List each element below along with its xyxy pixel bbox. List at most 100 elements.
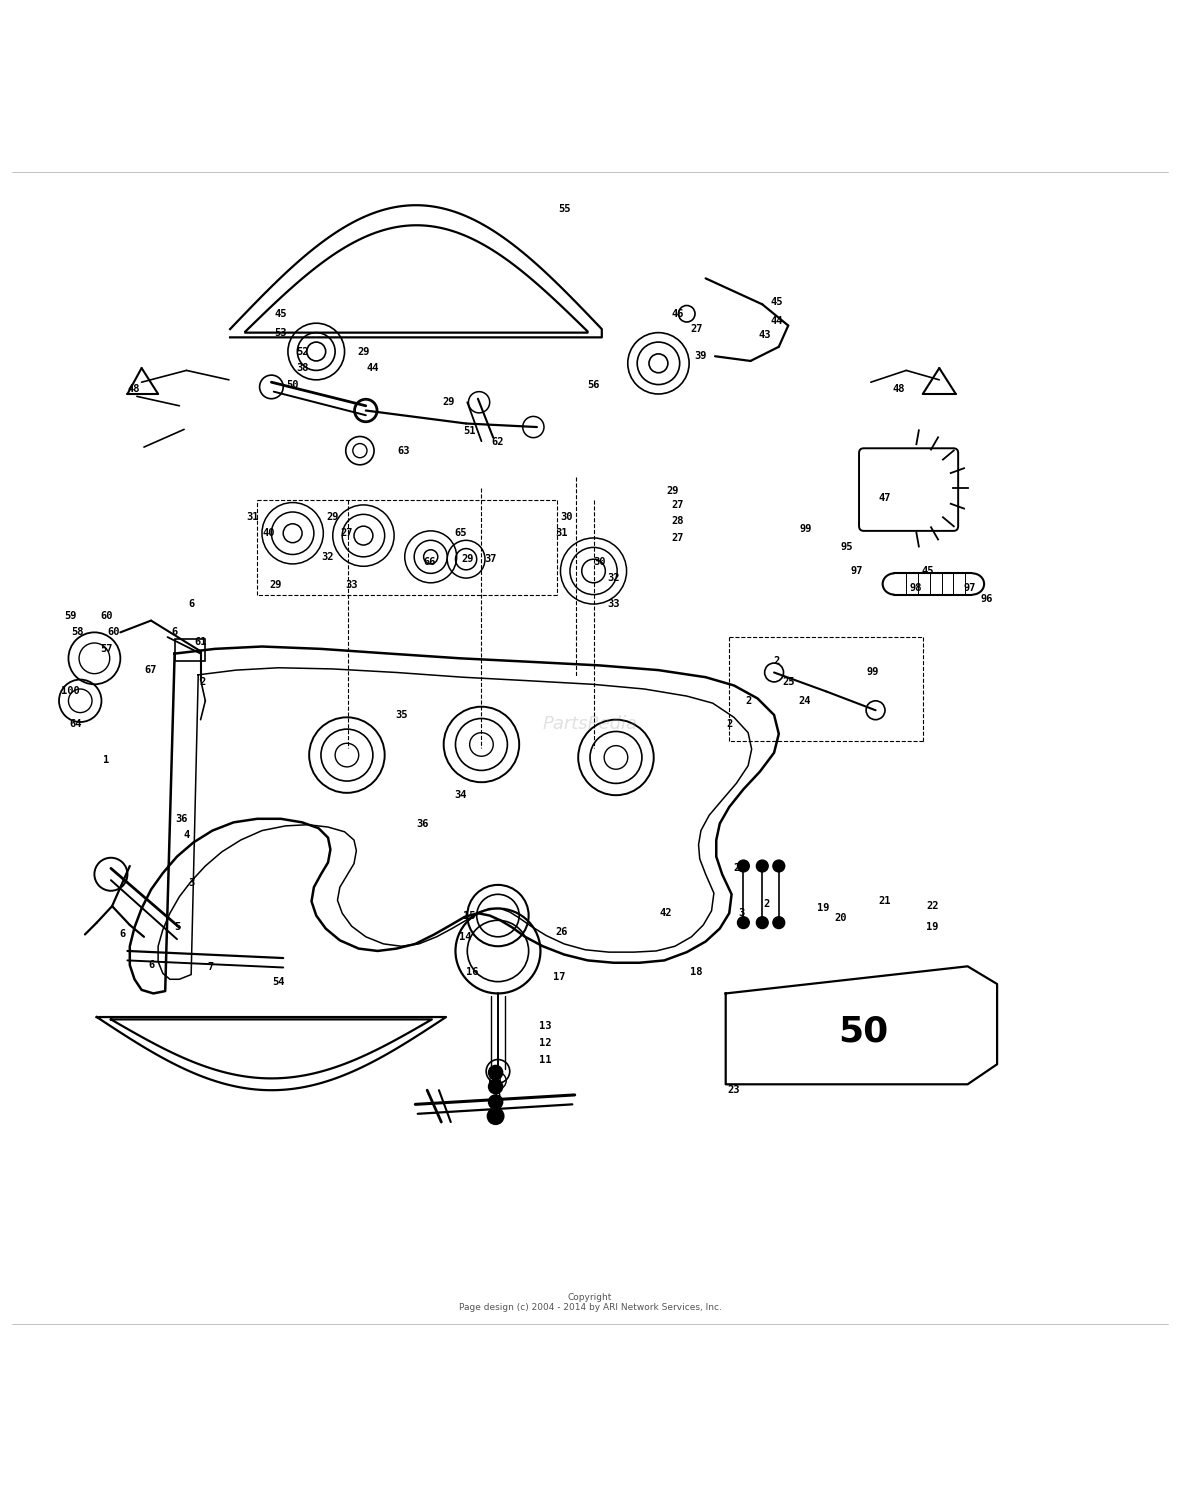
Circle shape [489, 1080, 503, 1094]
Text: 9: 9 [494, 1092, 501, 1103]
Text: 27: 27 [690, 325, 702, 334]
Text: 15: 15 [464, 911, 476, 920]
Text: 50: 50 [839, 1014, 889, 1049]
Text: 98: 98 [910, 582, 922, 592]
Text: 30: 30 [594, 557, 605, 567]
Text: 27: 27 [341, 528, 353, 539]
Text: 29: 29 [442, 398, 454, 407]
Text: 27: 27 [671, 500, 683, 510]
Text: 59: 59 [65, 610, 77, 621]
Bar [175, 639, 205, 661]
Text: 100: 100 [61, 687, 80, 696]
Text: 45: 45 [771, 298, 782, 307]
Text: 26: 26 [556, 928, 568, 936]
Text: 33: 33 [346, 580, 358, 589]
Text: 37: 37 [485, 554, 497, 564]
Text: 60: 60 [107, 627, 119, 637]
Text: 53: 53 [275, 328, 287, 338]
Text: 2: 2 [773, 655, 780, 666]
Text: 29: 29 [461, 554, 473, 564]
Text: 31: 31 [556, 528, 568, 539]
Text: 54: 54 [273, 977, 284, 987]
Text: 55: 55 [558, 203, 570, 214]
Circle shape [756, 917, 768, 929]
Circle shape [489, 1095, 503, 1109]
Text: 2: 2 [745, 696, 752, 706]
Text: 21: 21 [879, 896, 891, 907]
Text: 1: 1 [103, 755, 110, 764]
Circle shape [773, 860, 785, 872]
Text: 40: 40 [263, 528, 275, 539]
Text: 97: 97 [964, 582, 976, 592]
Text: 32: 32 [322, 552, 334, 562]
Circle shape [738, 860, 749, 872]
Text: 22: 22 [926, 901, 938, 911]
Text: 27: 27 [671, 533, 683, 543]
Text: 14: 14 [459, 932, 471, 942]
Text: 4: 4 [183, 830, 190, 841]
Text: 38: 38 [296, 364, 308, 373]
Text: 25: 25 [782, 676, 794, 687]
Text: 24: 24 [799, 696, 811, 706]
Text: 56: 56 [588, 380, 599, 389]
Text: 96: 96 [981, 594, 992, 604]
Text: 66: 66 [424, 557, 435, 567]
Text: Copyright
Page design (c) 2004 - 2014 by ARI Network Services, Inc.: Copyright Page design (c) 2004 - 2014 by… [459, 1293, 721, 1312]
Text: 12: 12 [539, 1038, 551, 1049]
Text: 6: 6 [188, 598, 195, 609]
Text: 29: 29 [270, 580, 282, 589]
Text: 29: 29 [358, 347, 369, 356]
Text: 60: 60 [100, 610, 112, 621]
Text: 16: 16 [466, 968, 478, 977]
Text: 99: 99 [867, 667, 879, 678]
Text: 30: 30 [560, 512, 572, 522]
Text: 33: 33 [608, 598, 620, 609]
Text: 19: 19 [926, 923, 938, 932]
Text: 62: 62 [492, 437, 504, 447]
Text: 47: 47 [879, 492, 891, 503]
Text: 3: 3 [188, 878, 195, 887]
Circle shape [773, 917, 785, 929]
Text: 43: 43 [759, 331, 771, 340]
Text: 17: 17 [553, 972, 565, 981]
Text: 97: 97 [851, 565, 863, 576]
Text: 63: 63 [398, 446, 409, 456]
Text: 45: 45 [275, 308, 287, 319]
Text: 28: 28 [671, 516, 683, 527]
Circle shape [489, 1065, 503, 1080]
Text: 18: 18 [690, 968, 702, 977]
Text: 39: 39 [695, 352, 707, 361]
Text: 5: 5 [173, 923, 181, 932]
Text: 19: 19 [818, 904, 830, 914]
Text: 29: 29 [667, 486, 678, 495]
Text: 65: 65 [454, 528, 466, 539]
Text: 99: 99 [800, 524, 812, 534]
Circle shape [487, 1109, 504, 1125]
Circle shape [756, 860, 768, 872]
Text: 2: 2 [763, 899, 771, 908]
Text: 7: 7 [206, 962, 214, 972]
Text: 50: 50 [287, 380, 299, 389]
Text: 20: 20 [834, 913, 846, 923]
Text: 10: 10 [490, 1076, 502, 1086]
Text: 64: 64 [70, 720, 81, 730]
Text: 3: 3 [738, 908, 745, 919]
Text: 2: 2 [733, 863, 740, 874]
Text: 29: 29 [327, 512, 339, 522]
Text: 61: 61 [195, 637, 206, 646]
Text: PartsPedia: PartsPedia [543, 715, 637, 733]
Text: 57: 57 [100, 643, 112, 654]
Text: 36: 36 [417, 818, 428, 829]
Text: 32: 32 [608, 573, 620, 583]
Text: 44: 44 [771, 316, 782, 326]
Text: 6: 6 [119, 929, 126, 939]
Text: 48: 48 [893, 384, 905, 395]
Text: 45: 45 [922, 565, 933, 576]
Text: 95: 95 [841, 543, 853, 552]
Text: 2: 2 [199, 676, 206, 687]
Circle shape [738, 917, 749, 929]
Text: 6: 6 [148, 960, 155, 969]
Text: 2: 2 [726, 720, 733, 730]
Text: 34: 34 [454, 790, 466, 800]
Text: 58: 58 [72, 627, 84, 637]
